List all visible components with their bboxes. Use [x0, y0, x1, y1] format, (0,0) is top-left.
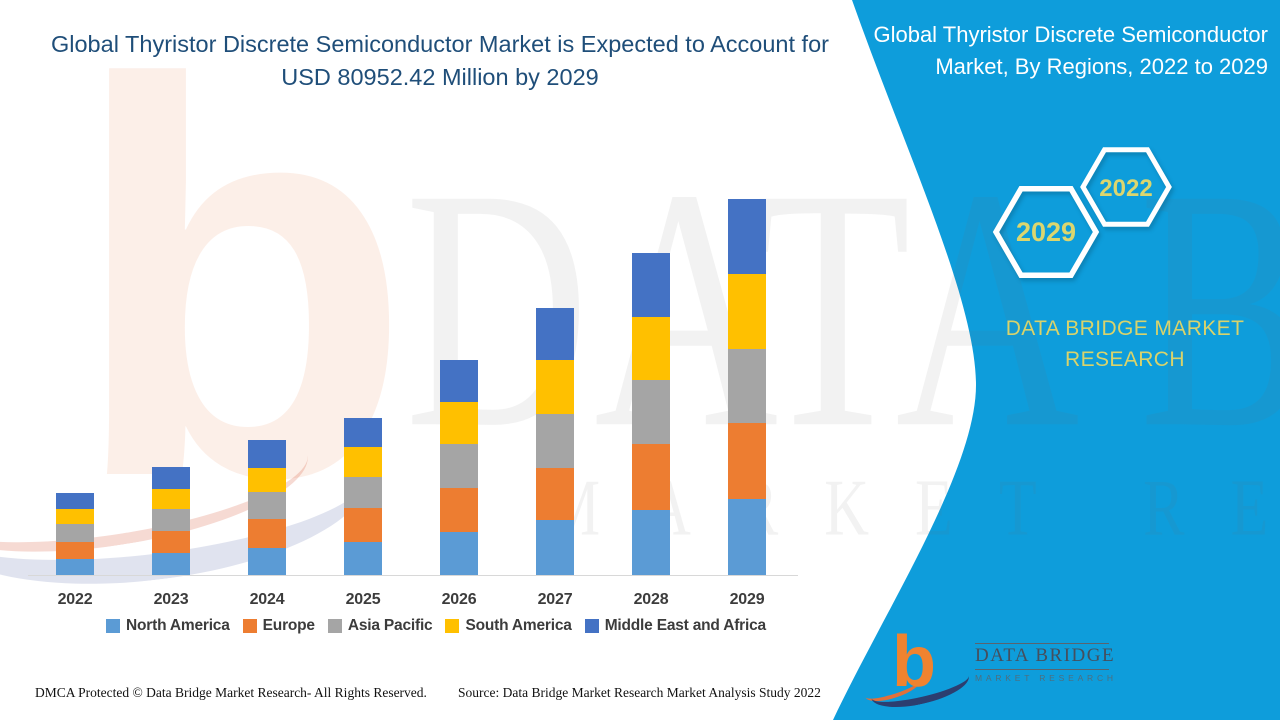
bar-segment-2029-north-america [728, 499, 766, 575]
page-title-line1: Global Thyristor Discrete Semiconductor … [50, 31, 829, 57]
bar-segment-2026-europe [440, 487, 478, 532]
legend-label: North America [126, 617, 230, 634]
bar-segment-2028-europe [632, 444, 670, 511]
legend-label: South America [465, 617, 572, 634]
legend-item-asia-pacific: Asia Pacific [327, 617, 433, 635]
legend-swatch [584, 619, 599, 633]
bar-segment-2028-asia-pacific [632, 380, 670, 445]
x-axis-label-2024: 2024 [249, 591, 285, 608]
hexagon-2029 [992, 185, 1100, 279]
bar-segment-2027-asia-pacific [536, 413, 574, 468]
footer-source-text: Source: Data Bridge Market Research Mark… [458, 685, 821, 700]
bar-segment-2025-north-america [344, 541, 382, 575]
bar-segment-2025-middle-east-and-africa [344, 417, 382, 448]
bar-segment-2027-europe [536, 467, 574, 520]
legend-label: Middle East and Africa [604, 617, 766, 634]
bar-segment-2023-north-america [152, 552, 190, 575]
legend-item-south-america: South America [445, 617, 572, 635]
legend-item-middle-east-and-africa: Middle East and Africa [584, 617, 766, 635]
bar-segment-2026-north-america [440, 531, 478, 575]
bar-segment-2024-middle-east-and-africa [248, 440, 286, 468]
bar-segment-2026-asia-pacific [440, 444, 478, 488]
bar-segment-2026-south-america [440, 401, 478, 445]
bar-segment-2022-middle-east-and-africa [56, 493, 94, 510]
panel-brand-text: DATA BRIDGE MARKET RESEARCH [1005, 317, 1245, 371]
bar-segment-2023-asia-pacific [152, 509, 190, 531]
bar-segment-2028-north-america [632, 510, 670, 575]
bar-segment-2029-asia-pacific [728, 349, 766, 423]
bar-segment-2029-south-america [728, 274, 766, 350]
bar-segment-2028-south-america [632, 316, 670, 381]
page-title: Global Thyristor Discrete Semiconductor … [0, 28, 880, 94]
bar-segment-2022-south-america [56, 509, 94, 525]
legend-label: Asia Pacific [347, 617, 433, 634]
bar-segment-2024-south-america [248, 467, 286, 492]
panel-title: Global Thyristor Discrete Semiconductor … [873, 22, 1268, 79]
legend-item-europe: Europe [242, 617, 315, 635]
bar-segment-2023-europe [152, 530, 190, 553]
bar-segment-2027-north-america [536, 519, 574, 575]
bar-segment-2022-europe [56, 541, 94, 560]
bar-segment-2026-middle-east-and-africa [440, 359, 478, 402]
bar-segment-2029-europe [728, 422, 766, 500]
bar-segment-2024-north-america [248, 547, 286, 575]
bar-segment-2022-asia-pacific [56, 524, 94, 542]
logo-subtext: MARKET RESEARCH [975, 673, 1117, 683]
legend-item-north-america: North America [106, 617, 230, 635]
legend-swatch [106, 619, 121, 633]
x-axis-label-2028: 2028 [633, 591, 669, 608]
bar-segment-2025-asia-pacific [344, 476, 382, 508]
bar-segment-2028-middle-east-and-africa [632, 253, 670, 317]
legend-swatch [327, 619, 342, 633]
footer-dmca-text: DMCA Protected © Data Bridge Market Rese… [35, 685, 427, 700]
hexagon-2022-label: 2022 [1099, 175, 1152, 202]
logo-name: DATA BRIDGE [975, 643, 1114, 670]
bar-segment-2029-middle-east-and-africa [728, 199, 766, 275]
bar-segment-2027-middle-east-and-africa [536, 307, 574, 360]
x-axis-label-2029: 2029 [729, 591, 765, 608]
logo-text-block: DATA BRIDGE MARKET RESEARCH [975, 643, 1117, 683]
blue-panel-shape [833, 0, 1280, 720]
bar-segment-2025-south-america [344, 447, 382, 477]
bar-segment-2022-north-america [56, 559, 94, 575]
bar-segment-2023-middle-east-and-africa [152, 466, 190, 489]
x-axis-label-2023: 2023 [153, 591, 189, 608]
x-axis-label-2022: 2022 [57, 591, 93, 608]
bar-segment-2027-south-america [536, 359, 574, 414]
x-axis-line [28, 575, 798, 576]
bar-segment-2025-europe [344, 507, 382, 542]
logo-b-glyph: b [892, 622, 936, 702]
x-axis-label-2027: 2027 [537, 591, 573, 608]
legend-swatch [242, 619, 257, 633]
legend-label: Europe [262, 617, 315, 634]
hexagon-2029-label: 2029 [1016, 217, 1076, 247]
chart-legend: North America Europe Asia Pacific South Ame… [0, 617, 872, 635]
bar-segment-2024-asia-pacific [248, 492, 286, 519]
x-axis-label-2025: 2025 [345, 591, 381, 608]
bar-segment-2023-south-america [152, 488, 190, 510]
x-axis-label-2026: 2026 [441, 591, 477, 608]
bar-segment-2024-europe [248, 518, 286, 548]
hexagon-2022 [1080, 147, 1172, 227]
databridge-logo: b DATA BRIDGE MARKET RESEARCH [862, 622, 1122, 715]
page-title-line2: USD 80952.42 Million by 2029 [281, 64, 599, 90]
legend-swatch [445, 619, 460, 633]
